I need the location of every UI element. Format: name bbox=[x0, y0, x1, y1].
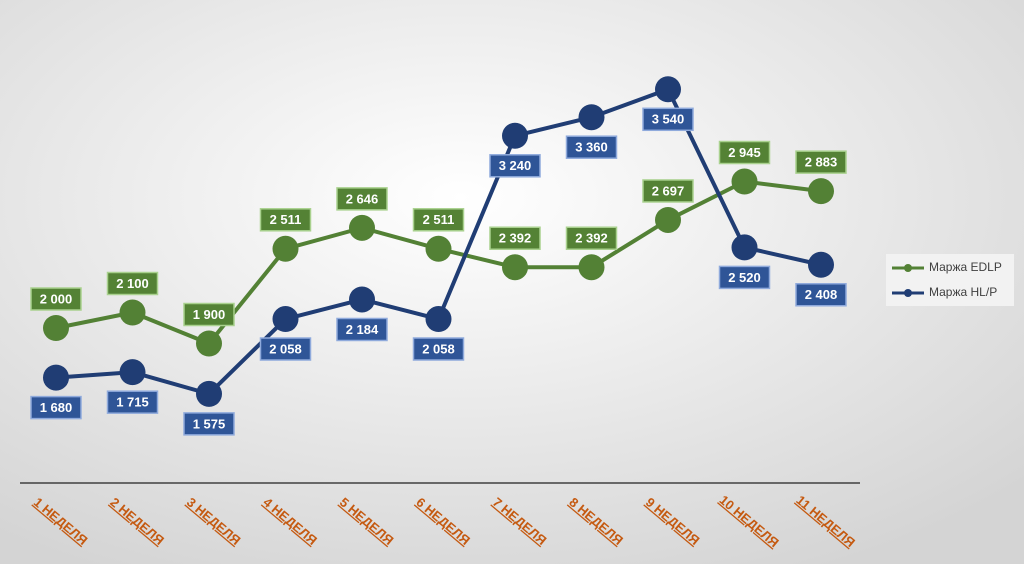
value-label-box bbox=[412, 337, 465, 361]
value-label: 2 058 bbox=[422, 341, 455, 356]
marker bbox=[196, 330, 222, 357]
marker bbox=[655, 76, 681, 103]
value-label: 2 697 bbox=[652, 183, 685, 198]
value-label-box bbox=[183, 302, 235, 327]
marker bbox=[43, 364, 69, 391]
marker bbox=[578, 104, 605, 131]
value-label-box bbox=[565, 226, 618, 250]
value-label-box bbox=[336, 187, 388, 211]
value-label: 2 520 bbox=[728, 270, 761, 285]
legend-marker bbox=[904, 264, 912, 272]
value-label: 2 392 bbox=[575, 231, 608, 246]
value-label-box bbox=[259, 337, 312, 361]
value-label: 2 511 bbox=[270, 212, 302, 227]
marker bbox=[808, 178, 834, 205]
value-label-box bbox=[718, 140, 771, 165]
marker bbox=[578, 254, 605, 281]
value-label: 2 945 bbox=[728, 145, 761, 160]
marker bbox=[425, 235, 452, 262]
marker bbox=[731, 168, 758, 195]
value-label-box bbox=[106, 390, 159, 414]
marker bbox=[349, 286, 375, 313]
value-label: 2 184 bbox=[346, 322, 379, 337]
marker bbox=[272, 235, 299, 262]
value-label: 1 715 bbox=[116, 395, 149, 410]
marker bbox=[349, 214, 375, 241]
marker bbox=[502, 254, 528, 281]
value-label: 2 058 bbox=[269, 341, 302, 356]
marker bbox=[655, 206, 681, 233]
marker bbox=[196, 380, 222, 407]
value-label-box bbox=[795, 283, 847, 307]
value-label: 1 900 bbox=[193, 307, 226, 322]
marker bbox=[731, 234, 758, 261]
marker bbox=[425, 306, 452, 333]
value-label-box bbox=[30, 287, 82, 311]
value-label-box bbox=[642, 107, 694, 132]
value-label: 1 680 bbox=[40, 400, 73, 415]
value-label-box bbox=[259, 208, 312, 232]
value-label-box bbox=[795, 150, 847, 174]
value-label: 2 000 bbox=[40, 291, 73, 306]
value-label-box bbox=[183, 412, 235, 436]
legend-label: Маржа HL/P bbox=[929, 285, 997, 299]
value-label: 1 575 bbox=[193, 416, 226, 431]
value-label: 3 360 bbox=[575, 140, 608, 155]
value-label-box bbox=[489, 226, 541, 250]
value-label-box bbox=[30, 395, 82, 420]
value-label-box bbox=[489, 154, 541, 178]
value-label: 3 240 bbox=[499, 158, 532, 173]
value-label-box bbox=[106, 271, 159, 296]
value-label: 2 408 bbox=[805, 287, 838, 302]
value-label: 2 883 bbox=[805, 155, 838, 170]
legend-box bbox=[886, 254, 1014, 306]
legend-label: Маржа EDLP bbox=[929, 260, 1002, 274]
legend-marker bbox=[904, 289, 912, 297]
value-label: 2 511 bbox=[423, 212, 455, 227]
marker bbox=[119, 299, 146, 326]
value-label-box bbox=[565, 135, 618, 159]
value-label: 3 540 bbox=[652, 112, 685, 127]
value-label-box bbox=[718, 265, 771, 290]
value-label: 2 392 bbox=[499, 231, 532, 246]
value-label-box bbox=[642, 179, 694, 203]
marker bbox=[808, 251, 834, 278]
marker bbox=[119, 359, 146, 386]
value-label: 2 646 bbox=[346, 191, 379, 206]
value-label: 2 100 bbox=[116, 276, 149, 291]
value-label-box bbox=[336, 317, 388, 342]
value-label-box bbox=[412, 208, 465, 232]
marker bbox=[43, 315, 69, 341]
marker bbox=[272, 306, 299, 333]
marker bbox=[502, 122, 528, 149]
